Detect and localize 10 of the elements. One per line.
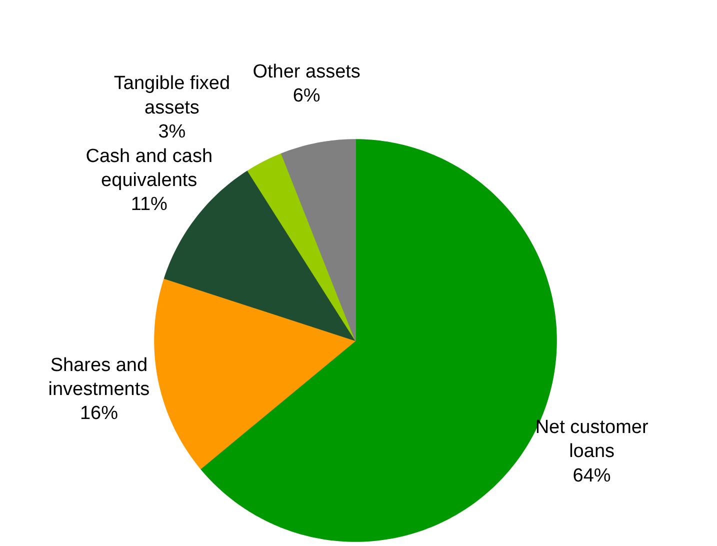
data-label: 6% bbox=[292, 86, 320, 107]
data-label: 3% bbox=[158, 121, 186, 142]
data-label: 64% bbox=[572, 465, 611, 486]
slice-label: Cash and cash equivalents bbox=[86, 146, 213, 191]
slice-label: Other assets bbox=[252, 61, 360, 82]
data-label: 16% bbox=[80, 403, 118, 424]
data-label: 11% bbox=[130, 194, 168, 216]
slice-label: Shares and investments bbox=[48, 354, 150, 400]
slice-label: Net customer loans bbox=[535, 417, 649, 462]
slice-label: Tangible fixed assets bbox=[114, 73, 230, 118]
